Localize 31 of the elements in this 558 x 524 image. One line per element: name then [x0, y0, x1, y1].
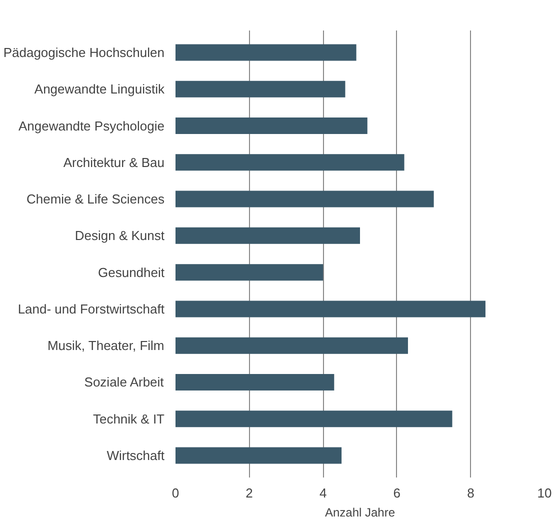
- y-tick-label: Design & Kunst: [74, 228, 165, 244]
- y-tick-label: Soziale Arbeit: [84, 374, 164, 390]
- x-tick-label: 2: [246, 486, 253, 500]
- y-tick-label: Land- und Forstwirtschaft: [18, 301, 165, 316]
- x-tick-label: 0: [172, 486, 180, 500]
- bar: [176, 154, 404, 171]
- bar: [176, 44, 356, 61]
- x-tick-label: 8: [467, 486, 474, 500]
- y-tick-label: Musik, Theater, Film: [47, 338, 164, 354]
- bar: [176, 190, 434, 208]
- x-tick-label: 10: [537, 486, 552, 500]
- bar: [176, 227, 360, 244]
- y-tick-label: Chemie & Life Sciences: [26, 192, 165, 207]
- bar: [176, 118, 368, 134]
- bar: [176, 80, 346, 98]
- x-axis-title: Anzahl Jahre: [324, 506, 396, 520]
- y-tick-label: Wirtschaft: [106, 448, 165, 464]
- y-tick-label: Architektur & Bau: [63, 154, 164, 170]
- y-tick-label: Angewandte Linguistik: [34, 82, 165, 97]
- y-tick-label: Technik & IT: [92, 411, 165, 426]
- bar: [176, 410, 452, 428]
- bar: [176, 447, 342, 464]
- bar: [176, 300, 486, 318]
- bar: [176, 264, 324, 281]
- y-tick-label: Pädagogische Hochschulen: [3, 44, 165, 60]
- y-tick-label: Angewandte Psychologie: [18, 118, 165, 134]
- x-tick-label: 6: [393, 486, 401, 500]
- y-tick-label: Gesundheit: [98, 264, 165, 280]
- bar: [176, 374, 334, 390]
- bar: [176, 337, 408, 354]
- x-tick-label: 4: [319, 486, 327, 500]
